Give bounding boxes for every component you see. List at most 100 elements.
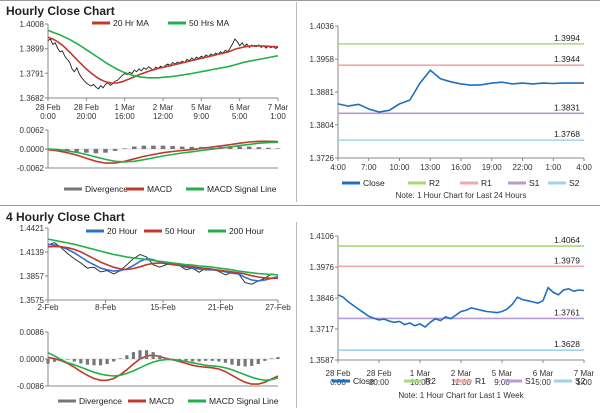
y-tick-label: 1.3726 bbox=[310, 154, 335, 163]
divergence-bar bbox=[256, 359, 260, 365]
x-tick-label: 1:00 bbox=[545, 163, 561, 172]
legend-label: 200 Hour bbox=[229, 226, 264, 236]
level-label-s2: 1.3628 bbox=[554, 339, 580, 349]
x-tick-label: 1 Mar bbox=[410, 369, 431, 378]
level-label-r2: 1.4064 bbox=[554, 235, 580, 245]
y-tick-label: 0.0000 bbox=[20, 145, 45, 154]
divergence-bar bbox=[230, 359, 234, 365]
divergence-bar bbox=[184, 359, 188, 361]
x-tick-label: 28 Feb bbox=[326, 369, 351, 378]
section-title-hourly: Hourly Close Chart bbox=[6, 4, 115, 18]
divergence-bar bbox=[125, 355, 129, 359]
x-tick-label: 28 Feb bbox=[74, 103, 99, 112]
x-tick-label: 12:00 bbox=[153, 112, 174, 121]
divergence-bar bbox=[92, 359, 96, 366]
4h-week-chart: 1.4106 1.3976 1.3846 1.3717 1.3587 1.4064 1.39… bbox=[298, 224, 600, 412]
chart-note: Note: 1 Hour Chart for Last 1 Week bbox=[398, 391, 524, 400]
divergence-bar bbox=[256, 147, 262, 149]
series-line-50-hour bbox=[47, 245, 278, 280]
4h-macd-chart: 0.0086 0.0000 -0.0086 Divergence MACD MACD Si… bbox=[0, 326, 296, 412]
x-tick-label: 1:00 bbox=[576, 378, 592, 387]
legend-label: Divergence bbox=[79, 396, 122, 406]
legend-label: 50 Hrs MA bbox=[189, 18, 229, 28]
legend-label: MACD bbox=[147, 184, 172, 194]
top-border bbox=[0, 0, 600, 1]
x-tick-label: 6 Mar bbox=[229, 103, 250, 112]
legend-label: R2 bbox=[425, 376, 436, 386]
x-tick-label: 2 Mar bbox=[451, 369, 472, 378]
y-tick-label: 1.3717 bbox=[310, 325, 335, 334]
x-tick-label: 20:00 bbox=[76, 112, 97, 121]
divergence-bar bbox=[164, 357, 168, 359]
divergence-bar bbox=[131, 146, 137, 149]
y-tick-label: 1.3846 bbox=[310, 294, 335, 303]
divergence-bar bbox=[197, 359, 201, 362]
divergence-bar bbox=[276, 357, 280, 359]
x-tick-label: 16:00 bbox=[451, 163, 472, 172]
4h-price-chart: 1.4421 1.4139 1.3857 1.3575 2-Feb 8-Feb 15-Feb… bbox=[0, 224, 296, 326]
divergence-bar bbox=[122, 148, 127, 149]
divergence-bar bbox=[227, 146, 233, 149]
y-tick-label: 1.3682 bbox=[20, 94, 45, 103]
level-label-s1: 1.3761 bbox=[554, 307, 580, 317]
y-tick-label: 1.3899 bbox=[20, 45, 45, 54]
divergence-bar bbox=[158, 355, 162, 359]
x-tick-label: 28 Feb bbox=[36, 103, 61, 112]
legend-label: S2 bbox=[569, 178, 580, 188]
divergence-bar bbox=[263, 359, 267, 361]
x-tick-label: 7 Mar bbox=[574, 369, 595, 378]
divergence-bar bbox=[74, 149, 80, 152]
divergence-bar bbox=[210, 359, 214, 361]
x-tick-label: 5:00 bbox=[232, 112, 248, 121]
divergence-bar bbox=[208, 146, 214, 149]
legend-label: Close bbox=[363, 178, 385, 188]
x-tick-label: 2 Mar bbox=[153, 103, 174, 112]
divergence-bar bbox=[46, 359, 50, 364]
divergence-bar bbox=[72, 359, 76, 362]
y-tick-label: 1.3587 bbox=[310, 356, 335, 365]
legend-label: 50 Hour bbox=[165, 226, 195, 236]
x-tick-label: 4:00 bbox=[576, 163, 592, 172]
y-tick-label: 1.3857 bbox=[20, 272, 45, 281]
legend-label: Close bbox=[353, 376, 375, 386]
level-label-s1: 1.3831 bbox=[554, 102, 580, 112]
legend-label: MACD Signal Line bbox=[209, 396, 279, 406]
section-divider bbox=[0, 205, 600, 206]
x-tick-label: 15-Feb bbox=[150, 303, 176, 312]
level-label-r1: 1.3944 bbox=[554, 54, 580, 64]
divergence-bar bbox=[59, 359, 63, 360]
y-tick-label: 1.4036 bbox=[310, 22, 335, 31]
x-tick-label: 22:00 bbox=[512, 163, 533, 172]
series-line-macd-signal-line bbox=[47, 351, 279, 382]
divergence-bar bbox=[266, 147, 271, 149]
y-tick-label: 1.3881 bbox=[310, 88, 335, 97]
series-line-macd-signal-line bbox=[47, 141, 279, 163]
divergence-bar bbox=[84, 149, 89, 153]
divergence-bar bbox=[275, 148, 281, 149]
series-line-200-hour bbox=[47, 238, 279, 276]
series-line-close bbox=[337, 69, 584, 113]
legend-label: S2 bbox=[575, 376, 586, 386]
divergence-bar bbox=[170, 145, 175, 149]
x-tick-label: 27-Feb bbox=[265, 303, 291, 312]
divergence-bar bbox=[177, 359, 182, 361]
divergence-bar bbox=[160, 145, 166, 149]
legend-label: S1 bbox=[529, 178, 540, 188]
y-tick-label: -0.0062 bbox=[17, 164, 45, 173]
column-divider-bottom bbox=[296, 222, 297, 408]
x-tick-label: 5:00 bbox=[535, 378, 551, 387]
y-tick-label: 0.0000 bbox=[20, 355, 45, 364]
legend-label: Divergence bbox=[85, 184, 128, 194]
x-tick-label: 10:00 bbox=[389, 163, 410, 172]
level-label-r2: 1.3994 bbox=[554, 33, 580, 43]
series-line-50-hrs-ma bbox=[47, 29, 279, 79]
divergence-bar bbox=[151, 352, 155, 359]
x-tick-label: 9:00 bbox=[194, 112, 210, 121]
level-label-r1: 1.3979 bbox=[554, 255, 580, 265]
legend-label: R1 bbox=[481, 178, 492, 188]
x-tick-label: 21-Feb bbox=[208, 303, 234, 312]
divergence-bar bbox=[190, 359, 195, 362]
divergence-bar bbox=[218, 146, 223, 149]
chart-note: Note: 1 Hour Chart for Last 24 Hours bbox=[396, 191, 527, 200]
y-tick-label: 1.3575 bbox=[20, 296, 45, 305]
